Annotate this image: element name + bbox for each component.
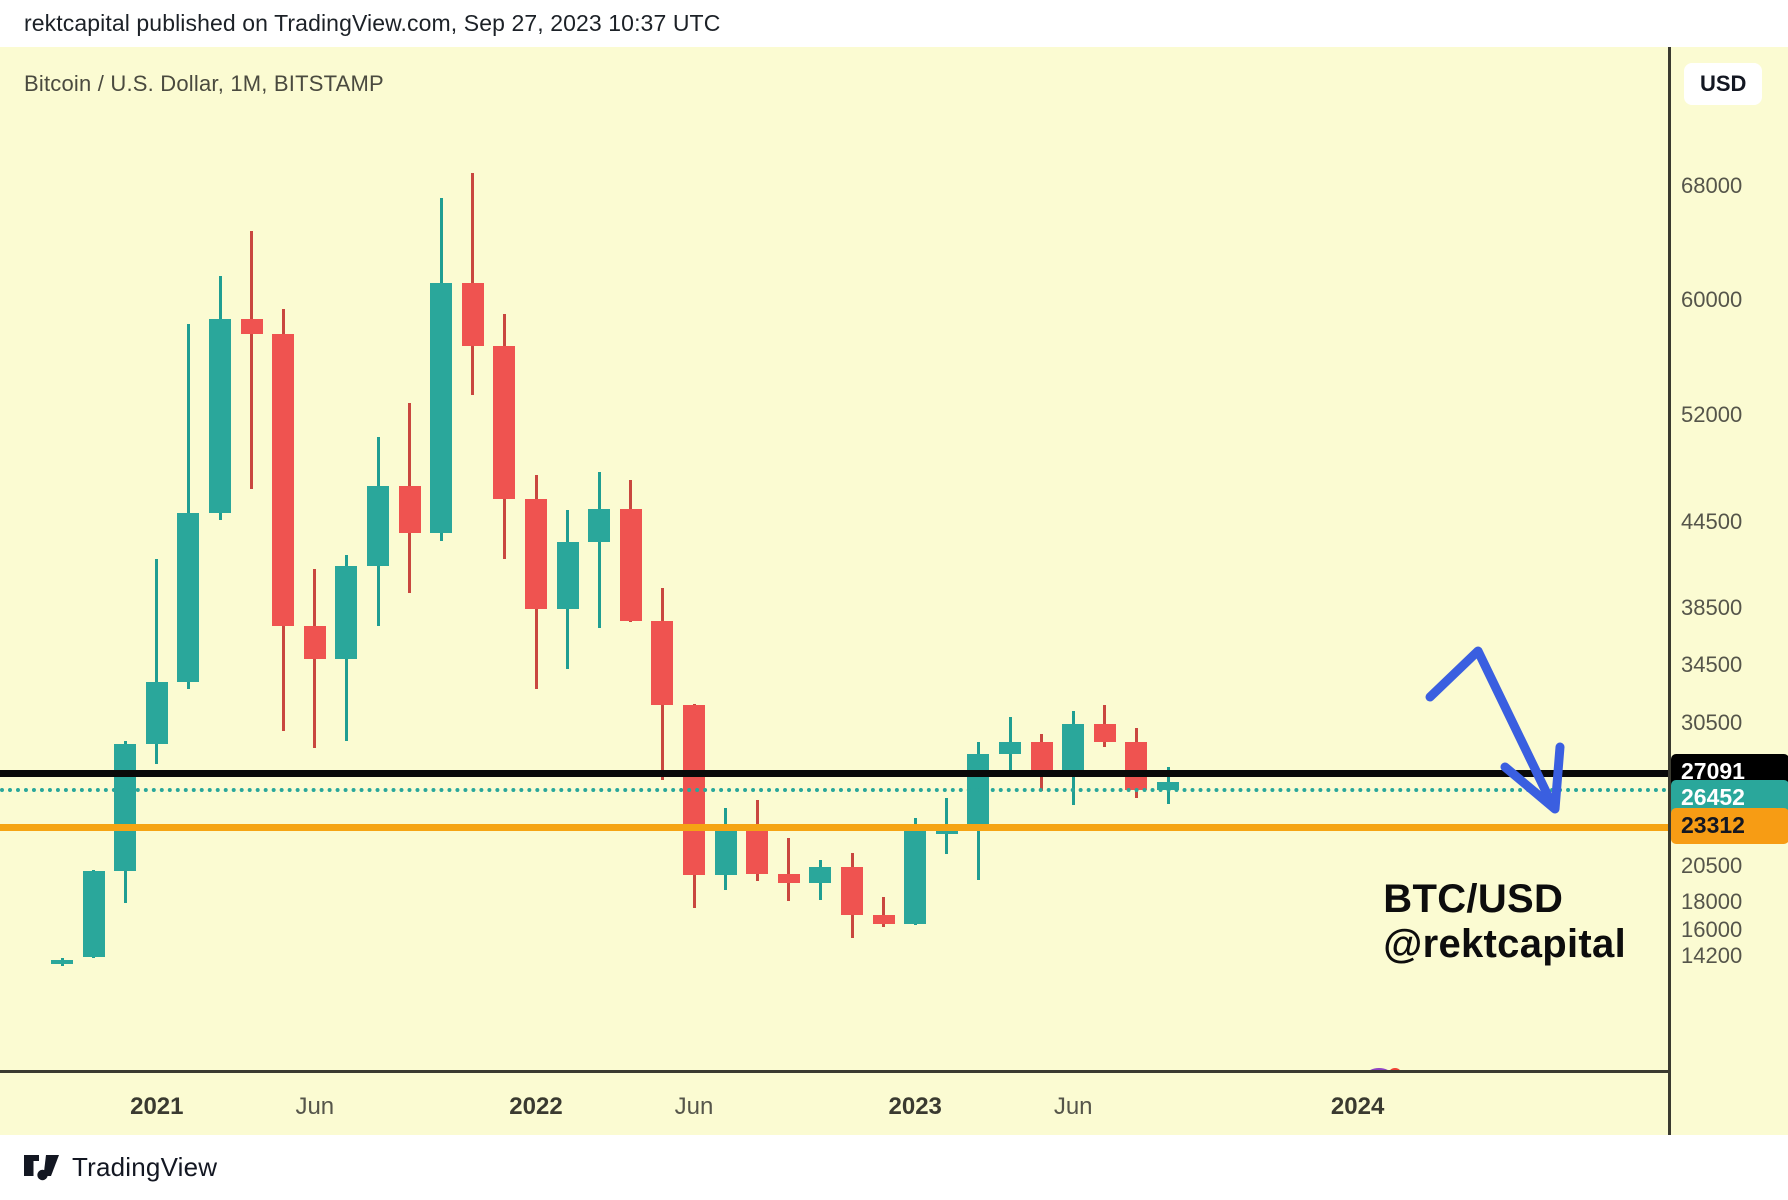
publish-header: rektcapital published on TradingView.com… <box>0 0 1788 47</box>
candle-body <box>145 682 168 744</box>
candle-body <box>461 282 484 346</box>
candle-body <box>367 486 389 567</box>
last-price-value: 26452 <box>1681 783 1745 810</box>
time-axis[interactable]: 2021 Jun 2022 Jun 2023 Jun 2024 <box>0 1070 1668 1135</box>
time-tick: Jun <box>1053 1093 1093 1120</box>
footer: TradingView <box>0 1135 1788 1200</box>
time-tick: Jun <box>295 1093 335 1120</box>
chart-watermark: BTC/USD @rektcapital <box>1383 877 1626 967</box>
tradingview-wordmark: TradingView <box>72 1152 218 1182</box>
candle-body <box>746 826 769 874</box>
candle-wick <box>250 231 254 489</box>
price-tick: 68000 <box>1681 173 1743 198</box>
candle-body <box>303 626 326 660</box>
candle-body <box>1093 723 1116 743</box>
price-tick: 34500 <box>1681 652 1743 678</box>
candle-wick <box>186 324 190 690</box>
candle-body <box>651 620 674 706</box>
candle-body <box>272 334 295 627</box>
candle-body <box>777 873 800 883</box>
currency-chip[interactable]: USD <box>1684 63 1763 105</box>
candle-body <box>51 959 73 964</box>
chart-frame: Bitcoin / U.S. Dollar, 1M, BITSTAMP BTC/… <box>0 47 1788 1135</box>
price-tick: 30500 <box>1681 709 1743 735</box>
price-axis[interactable]: USD 68000 60000 52000 44500 38500 34500 30500 2… <box>1668 47 1788 1135</box>
time-tick: 2023 <box>888 1093 942 1120</box>
candle-body <box>841 866 863 916</box>
candle-body <box>177 513 200 683</box>
chart-legend: Bitcoin / U.S. Dollar, 1M, BITSTAMP <box>24 71 384 96</box>
price-tick: 14200 <box>1681 943 1743 968</box>
time-tick: 2024 <box>1330 1093 1385 1120</box>
candle-wick <box>597 471 601 628</box>
price-badge-support: 23312 <box>1671 807 1788 844</box>
candle-body <box>999 742 1021 754</box>
candle-body <box>430 282 453 534</box>
price-tick: 60000 <box>1681 287 1743 313</box>
candle-body <box>1030 742 1053 771</box>
candle-body <box>335 566 358 660</box>
price-tick: 16000 <box>1681 917 1743 943</box>
candle-body <box>556 541 579 610</box>
candle-body <box>1157 781 1179 790</box>
candle-body <box>588 509 611 542</box>
candle-body <box>240 318 263 335</box>
candle-body <box>1125 742 1148 790</box>
price-tick: 18000 <box>1681 888 1743 914</box>
candle-wick <box>882 896 886 927</box>
chart-plot-area[interactable]: Bitcoin / U.S. Dollar, 1M, BITSTAMP BTC/… <box>0 47 1668 1070</box>
candle-body <box>935 829 958 834</box>
tradingview-logo-icon: TradingView <box>24 1152 217 1183</box>
time-tick: 2022 <box>509 1093 563 1120</box>
candle-body <box>1062 723 1085 771</box>
candle-body <box>525 499 547 610</box>
candle-body <box>114 743 137 872</box>
price-tick: 44500 <box>1681 509 1743 535</box>
resistance-line-27091[interactable] <box>0 769 1668 777</box>
candle-wick <box>155 559 159 764</box>
watermark-line-2: @rektcapital <box>1383 921 1626 966</box>
price-tick: 20500 <box>1681 852 1743 878</box>
price-tick: 52000 <box>1681 401 1743 427</box>
support-line-23312[interactable] <box>0 823 1668 831</box>
candle-wick <box>787 838 791 902</box>
time-tick: Jun <box>674 1093 714 1120</box>
candle-body <box>904 829 927 925</box>
candle-body <box>619 509 642 621</box>
candle-body <box>209 318 231 514</box>
candle-body <box>967 753 990 830</box>
time-tick: 2021 <box>130 1093 184 1120</box>
lightning-alert-icon[interactable] <box>1357 1062 1405 1070</box>
last-price-line-26452 <box>0 787 1668 792</box>
watermark-line-1: BTC/USD <box>1383 877 1564 921</box>
publish-header-text: rektcapital published on TradingView.com… <box>24 10 721 36</box>
candle-body <box>398 486 421 534</box>
price-tick: 38500 <box>1681 595 1743 621</box>
candle-body <box>82 871 105 957</box>
candle-body <box>493 345 516 499</box>
tradingview-mark-icon <box>24 1154 59 1180</box>
candle-body <box>872 915 895 925</box>
candle-body <box>809 866 832 883</box>
candle-body <box>714 826 737 876</box>
